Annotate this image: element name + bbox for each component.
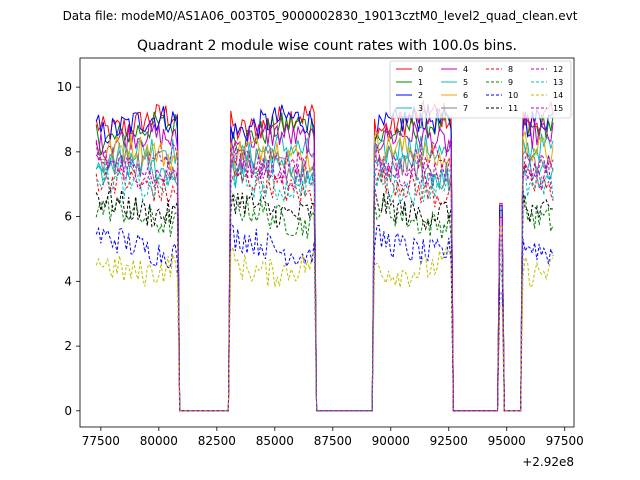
y-tick-label: 4 bbox=[64, 274, 72, 288]
series-line-12 bbox=[95, 146, 554, 412]
series-line-11 bbox=[95, 187, 554, 412]
x-tick-label: 97500 bbox=[546, 434, 584, 448]
x-tick-label: 82500 bbox=[198, 434, 236, 448]
legend-label-4: 4 bbox=[463, 65, 468, 74]
legend-label-11: 11 bbox=[508, 104, 518, 113]
legend-label-1: 1 bbox=[418, 78, 423, 87]
y-axis: 0 2 4 6 8 10 bbox=[57, 80, 80, 418]
y-tick-label: 10 bbox=[57, 80, 72, 94]
x-offset-label: +2.92e8 bbox=[522, 455, 574, 469]
x-tick-label: 77500 bbox=[82, 434, 120, 448]
x-tick-label: 85000 bbox=[256, 434, 294, 448]
series-line-15 bbox=[95, 138, 554, 412]
series-line-10 bbox=[95, 221, 554, 412]
legend-label-15: 15 bbox=[553, 104, 563, 113]
x-tick-label: 80000 bbox=[140, 434, 178, 448]
series-line-14 bbox=[95, 245, 554, 412]
series-layer bbox=[95, 99, 554, 412]
legend-label-12: 12 bbox=[553, 65, 563, 74]
x-tick-label: 87500 bbox=[314, 434, 352, 448]
legend-label-14: 14 bbox=[553, 91, 563, 100]
legend-label-3: 3 bbox=[418, 104, 423, 113]
series-line-8 bbox=[95, 163, 554, 412]
y-tick-label: 2 bbox=[64, 339, 72, 353]
legend-label-8: 8 bbox=[508, 65, 513, 74]
legend-label-9: 9 bbox=[508, 78, 513, 87]
legend-label-5: 5 bbox=[463, 78, 468, 87]
legend-label-6: 6 bbox=[463, 91, 468, 100]
chart-suptitle: Data file: modeM0/AS1A06_003T05_90000028… bbox=[63, 9, 578, 23]
legend-label-7: 7 bbox=[463, 104, 468, 113]
x-axis: 77500 80000 82500 85000 87500 90000 92500 95000… bbox=[82, 427, 584, 448]
y-tick-label: 6 bbox=[64, 210, 72, 224]
series-line-0 bbox=[95, 99, 554, 412]
x-tick-label: 95000 bbox=[488, 434, 526, 448]
x-tick-label: 90000 bbox=[372, 434, 410, 448]
chart-title: Quadrant 2 module wise count rates with … bbox=[137, 38, 517, 54]
x-tick-label: 92500 bbox=[430, 434, 468, 448]
plot-frame bbox=[79, 57, 575, 428]
series-line-9 bbox=[95, 193, 554, 412]
legend-label-2: 2 bbox=[418, 91, 423, 100]
series-line-5 bbox=[95, 152, 554, 412]
legend-box bbox=[389, 60, 572, 119]
y-tick-label: 0 bbox=[64, 404, 72, 418]
legend-label-10: 10 bbox=[508, 91, 518, 100]
legend-label-0: 0 bbox=[418, 65, 423, 74]
y-tick-label: 8 bbox=[64, 145, 72, 159]
series-line-1 bbox=[95, 109, 554, 412]
legend-label-13: 13 bbox=[553, 78, 563, 87]
series-line-13 bbox=[96, 163, 554, 412]
